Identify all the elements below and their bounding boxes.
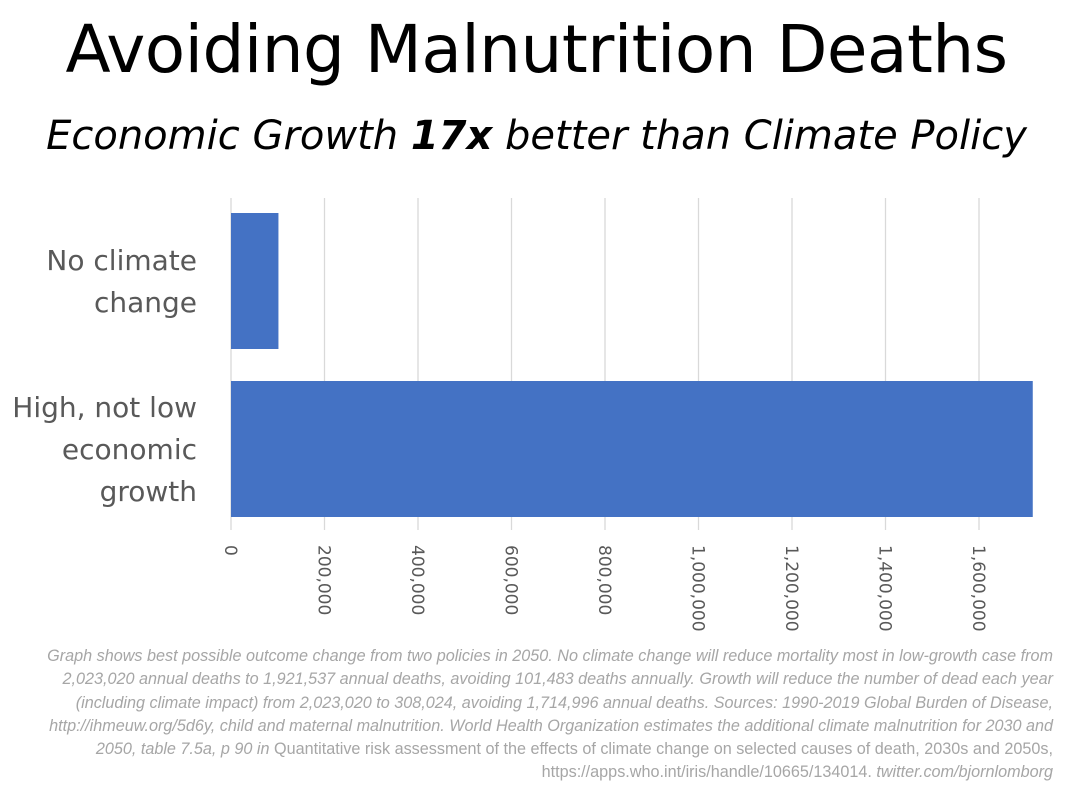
x-tick-label: 200,000 <box>314 545 334 615</box>
category-label: High, not low <box>12 391 197 424</box>
x-tick-label: 600,000 <box>501 545 521 615</box>
category-label: economic <box>62 433 197 466</box>
x-tick-label: 1,600,000 <box>968 545 988 632</box>
bar <box>231 381 1033 517</box>
footnote-italic: Graph shows best possible outcome change… <box>47 647 1053 759</box>
x-tick-label: 400,000 <box>407 545 427 615</box>
category-label: No climate <box>46 244 197 277</box>
bar-chart: 0 200,000 400,000 600,000 800,000 1,000,000 1,… <box>12 198 1033 632</box>
x-tick-label: 1,400,000 <box>875 545 895 632</box>
footnote-credit: twitter.com/bjornlomborg <box>871 763 1053 782</box>
subtitle-bold: 17x <box>410 113 493 159</box>
bar <box>231 213 279 349</box>
x-tick-label: 800,000 <box>594 545 614 615</box>
x-tick-label: 0 <box>220 545 240 556</box>
x-tick-label: 1,000,000 <box>688 545 708 632</box>
chart-subtitle: Economic Growth 17x better than Climate … <box>0 110 1073 162</box>
subtitle-part: Economic Growth <box>46 113 411 159</box>
subtitle-part: better than Climate Policy <box>492 113 1027 159</box>
footnote: Graph shows best possible outcome change… <box>13 645 1053 785</box>
chart-title: Avoiding Malnutrition Deaths <box>65 11 1008 88</box>
category-label: change <box>94 286 197 319</box>
category-label: growth <box>100 475 197 508</box>
x-tick-label: 1,200,000 <box>781 545 801 632</box>
footnote-normal: Quantitative risk assessment of the effe… <box>274 740 1053 782</box>
